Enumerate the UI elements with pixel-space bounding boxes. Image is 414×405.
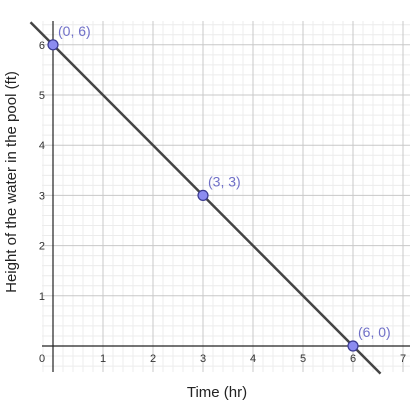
y-axis-label: Height of the water in the pool (ft) [3,71,20,293]
y-tick-label: 2 [39,241,45,253]
point-label: (0, 6) [58,23,91,39]
point-label: (3, 3) [208,173,241,189]
x-tick-label: 7 [400,353,406,365]
data-point [347,340,359,352]
x-axis-label: Time (hr) [187,384,247,401]
axes [42,21,410,372]
x-tick-label: 5 [300,353,306,365]
x-tick-label: 6 [350,353,356,365]
y-tick-label: 5 [39,90,45,102]
data-point [47,39,59,51]
x-tick-label: 0 [39,353,45,365]
minor-grid [42,21,410,372]
x-tick-label: 1 [100,353,106,365]
tick-labels: 0 1 2 3 4 5 6 7 1 2 3 4 5 6 [39,40,406,365]
x-tick-label: 2 [150,353,156,365]
data-points: (0, 6) (3, 3) (6, 0) [47,23,391,352]
y-tick-label: 3 [39,190,45,202]
y-tick-label: 6 [39,40,45,52]
x-tick-label: 3 [200,353,206,365]
y-tick-label: 1 [39,291,45,303]
point-label: (6, 0) [358,324,391,340]
data-point [197,189,209,201]
major-grid [42,21,410,372]
y-tick-label: 4 [39,140,45,152]
x-tick-label: 4 [250,353,256,365]
